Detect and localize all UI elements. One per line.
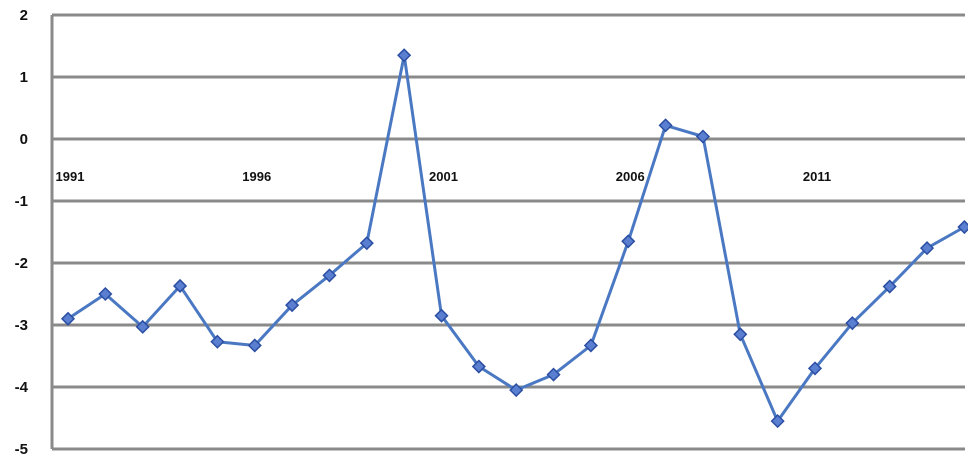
data-point-marker	[695, 129, 711, 144]
data-point-marker	[957, 219, 968, 235]
data-point-marker	[98, 286, 113, 302]
x-tick-label: 1996	[242, 169, 271, 184]
data-point-marker	[621, 234, 636, 249]
data-point-marker	[919, 241, 935, 256]
y-tick-label: -2	[15, 255, 28, 272]
data-point-marker	[509, 383, 524, 398]
y-tick-label: 1	[20, 69, 28, 86]
data-point-marker	[285, 298, 300, 313]
y-tick-label: -1	[15, 193, 28, 210]
x-tick-label: 2006	[616, 169, 645, 184]
data-point-marker	[322, 268, 337, 283]
data-point-marker	[471, 359, 486, 374]
x-axis-tick-labels: 1991 1996 2001 2006 2011	[56, 169, 832, 184]
y-tick-label: 2	[20, 7, 28, 24]
data-point-marker	[770, 414, 785, 429]
x-tick-label: 1991	[56, 169, 85, 184]
data-point-marker	[397, 48, 412, 63]
data-point-marker	[359, 236, 374, 251]
data-point-marker	[882, 279, 897, 294]
data-point-marker	[247, 338, 262, 353]
data-point-marker	[434, 308, 449, 323]
series-markers	[60, 48, 968, 429]
data-point-marker	[733, 327, 748, 342]
data-point-marker	[210, 334, 225, 349]
y-tick-label: -5	[15, 441, 28, 458]
x-tick-label: 2011	[803, 169, 831, 184]
data-point-marker	[845, 316, 860, 331]
x-tick-label: 2001	[429, 169, 458, 184]
y-tick-label: 0	[20, 131, 28, 148]
data-point-marker	[546, 367, 561, 382]
series-line	[67, 53, 966, 423]
data-point-marker	[172, 278, 188, 294]
data-point-marker	[60, 311, 76, 326]
y-axis-tick-labels: 2 1 0 -1 -2 -3 -4 -5	[15, 7, 29, 458]
data-point-marker	[658, 118, 673, 133]
data-point-marker	[807, 361, 823, 376]
y-tick-label: -3	[15, 317, 28, 334]
data-point-marker	[135, 319, 150, 334]
y-tick-label: -4	[15, 379, 29, 396]
data-point-marker	[583, 338, 598, 353]
